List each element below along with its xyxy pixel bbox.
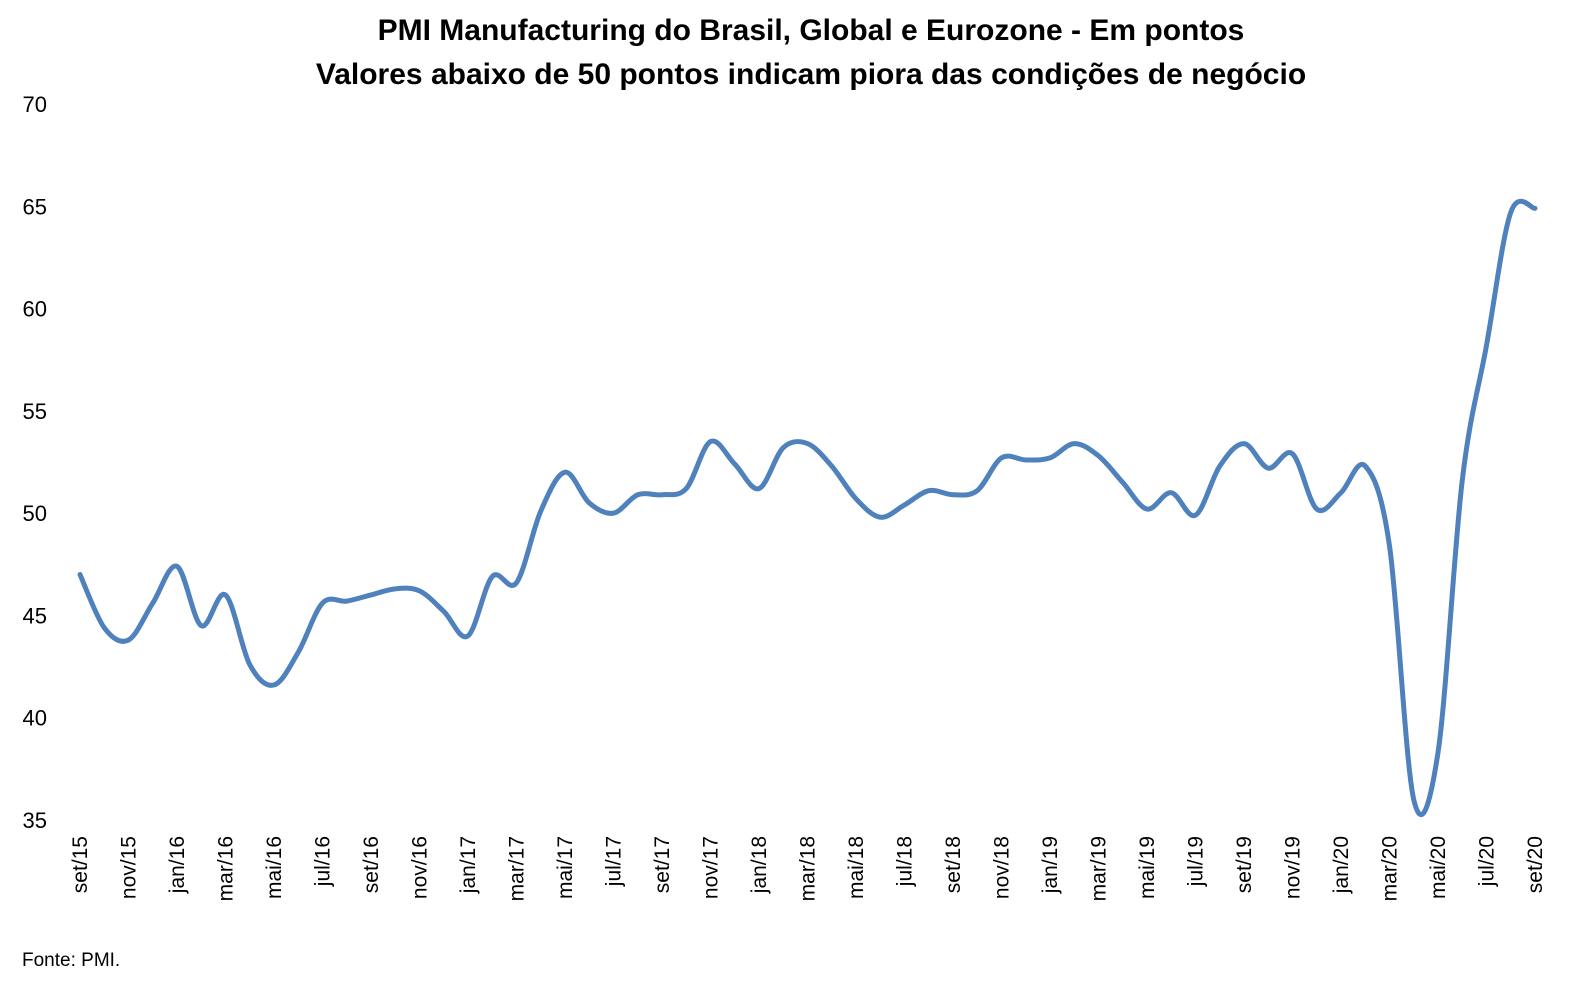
y-tick-label: 70 — [23, 92, 47, 117]
x-tick-label: set/17 — [651, 836, 674, 893]
x-tick-label: mai/16 — [263, 836, 286, 899]
y-tick-label: 35 — [23, 808, 47, 833]
x-tick-label: nov/17 — [700, 836, 723, 899]
x-tick-label: jan/17 — [457, 836, 480, 894]
source-note: Fonte: PMI. — [22, 950, 121, 971]
x-tick-label: mai/18 — [845, 836, 868, 899]
x-tick-label: jul/18 — [894, 836, 917, 887]
y-tick-label: 65 — [23, 194, 47, 219]
x-tick-label: mar/17 — [506, 836, 529, 901]
x-tick-label: mar/18 — [797, 836, 820, 901]
x-tick-label: mar/16 — [215, 836, 238, 901]
series-layer — [77, 198, 1538, 817]
y-tick-label: 45 — [23, 603, 47, 628]
x-tick-label: jul/20 — [1476, 836, 1499, 887]
chart-title: PMI Manufacturing do Brasil, Global e Eu… — [378, 14, 1245, 47]
x-tick-label: jan/16 — [166, 836, 189, 894]
y-tick-label: 40 — [23, 706, 47, 731]
x-tick-label: mai/20 — [1427, 836, 1450, 899]
x-tick-label: jul/19 — [1185, 836, 1208, 887]
x-tick-label: mar/20 — [1379, 836, 1402, 901]
x-axis: set/15 nov/15 jan/16 mar/16 mai/16 jul/16 set/… — [69, 836, 1547, 901]
y-axis: 35 40 45 50 55 60 65 70 — [23, 92, 47, 833]
x-tick-label: nov/16 — [409, 836, 432, 899]
x-tick-label: jul/16 — [312, 836, 335, 887]
x-tick-label: set/20 — [1524, 836, 1547, 893]
x-tick-label: jan/19 — [1039, 836, 1062, 894]
x-tick-label: nov/18 — [991, 836, 1014, 899]
x-tick-label: set/18 — [942, 836, 965, 893]
y-tick-label: 55 — [23, 399, 47, 424]
x-tick-label: mai/17 — [554, 836, 577, 899]
x-tick-label: jan/18 — [748, 836, 771, 894]
x-tick-label: mai/19 — [1136, 836, 1159, 899]
x-tick-label: jul/17 — [603, 836, 626, 887]
x-tick-label: jan/20 — [1330, 836, 1353, 894]
x-tick-label: nov/15 — [118, 836, 141, 899]
x-tick-label: set/16 — [360, 836, 383, 893]
y-tick-label: 50 — [23, 501, 47, 526]
chart-subtitle: Valores abaixo de 50 pontos indicam pior… — [316, 58, 1306, 91]
x-tick-label: set/15 — [69, 836, 92, 893]
x-tick-label: mar/19 — [1088, 836, 1111, 901]
x-tick-label: nov/19 — [1282, 836, 1305, 899]
x-tick-label: set/19 — [1233, 836, 1256, 893]
y-tick-label: 60 — [23, 297, 47, 322]
series-line — [77, 198, 1538, 817]
